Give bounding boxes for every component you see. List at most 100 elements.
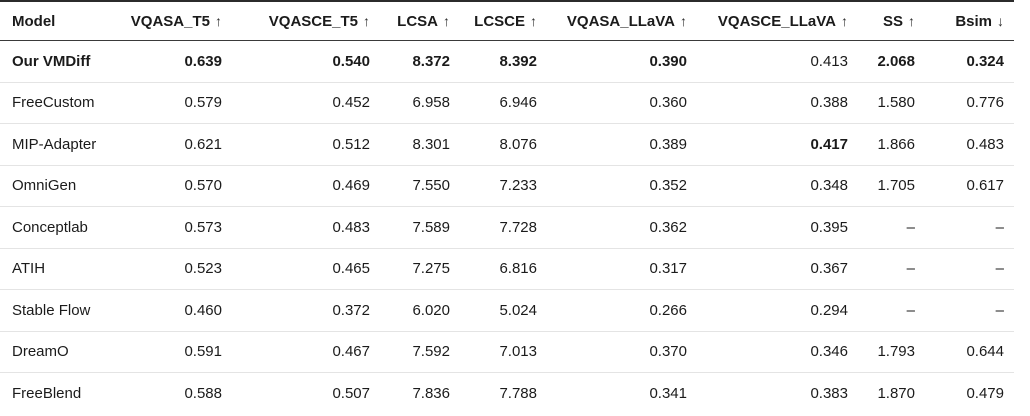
metric-cell-lcsce: 5.024 bbox=[460, 289, 547, 332]
arrow-down-icon: ↓ bbox=[997, 12, 1004, 29]
metric-cell-vqasa-llava: 0.266 bbox=[547, 289, 697, 332]
table-header: Model VQASA_T5 ↑ VQASCE_T5 ↑ LCSA ↑ LCSCE ↑ VQASA… bbox=[0, 0, 1014, 41]
column-header-ss: SS ↑ bbox=[858, 0, 925, 41]
column-label: VQASCE_LLaVA bbox=[717, 12, 836, 30]
column-label: LCSA bbox=[397, 12, 438, 30]
metric-cell-lcsce: 8.392 bbox=[460, 40, 547, 83]
results-table: Model VQASA_T5 ↑ VQASCE_T5 ↑ LCSA ↑ LCSCE ↑ VQASA… bbox=[0, 0, 1014, 414]
metric-cell-vqasce-llava: 0.367 bbox=[697, 248, 858, 290]
metric-cell-ss: 1.870 bbox=[877, 384, 915, 402]
metric-cell-vqasce-t5: 0.372 bbox=[232, 289, 380, 332]
column-header-lcsce: LCSCE ↑ bbox=[460, 0, 547, 41]
metric-cell-vqasce-llava: 0.383 bbox=[810, 384, 848, 402]
column-header-bsim: Bsim ↓ bbox=[925, 0, 1014, 41]
column-label: VQASA_LLaVA bbox=[566, 12, 675, 30]
arrow-up-icon: ↑ bbox=[841, 12, 848, 29]
metric-cell-vqasce-llava: 0.388 bbox=[697, 82, 858, 124]
metric-cell-lcsce: 8.076 bbox=[460, 123, 547, 166]
metric-cell-bsim: 0.479 bbox=[966, 384, 1004, 402]
metric-cell-bsim: 0.324 bbox=[925, 40, 1014, 83]
metric-cell-lcsa: 7.836 bbox=[412, 384, 450, 402]
metric-cell-lcsa: 6.020 bbox=[380, 289, 460, 332]
metric-cell-vqasce-t5: 0.469 bbox=[232, 165, 380, 207]
table-row: ATIH 0.523 0.465 7.275 6.816 0.317 0.367– – bbox=[0, 248, 1014, 290]
metric-cell-vqasce-llava: 0.395 bbox=[697, 206, 858, 249]
metric-cell-bsim: 0.644 bbox=[925, 331, 1014, 373]
model-name-cell: FreeBlend bbox=[12, 384, 82, 402]
table-row: MIP-Adapter 0.621 0.512 8.301 8.076 0.389 0.41… bbox=[0, 123, 1014, 166]
model-name-cell: Our VMDiff bbox=[0, 40, 130, 83]
metric-cell-vqasa-llava: 0.360 bbox=[547, 82, 697, 124]
metric-cell-vqasa-llava: 0.370 bbox=[547, 331, 697, 373]
metric-cell-lcsce: 7.728 bbox=[460, 206, 547, 249]
model-name-cell: ATIH bbox=[0, 248, 130, 290]
arrow-up-icon: ↑ bbox=[443, 12, 450, 29]
column-header-vqasa-llava: VQASA_LLaVA ↑ bbox=[547, 0, 697, 41]
metric-cell-ss: 1.580 bbox=[858, 82, 925, 124]
metric-cell-bsim: – bbox=[925, 248, 1014, 290]
metric-cell-vqasce-t5: 0.483 bbox=[232, 206, 380, 249]
metric-cell-vqasa-llava: 0.352 bbox=[547, 165, 697, 207]
metric-cell-vqasa-llava: 0.317 bbox=[547, 248, 697, 290]
column-label: VQASCE_T5 bbox=[268, 12, 358, 30]
arrow-up-icon: ↑ bbox=[680, 12, 687, 29]
metric-cell-bsim: 0.483 bbox=[925, 123, 1014, 166]
arrow-up-icon: ↑ bbox=[215, 12, 222, 29]
metric-cell-lcsa: 7.589 bbox=[380, 206, 460, 249]
table-row: FreeBlend 0.588 0.507 7.836 7.788 0.341 0.383 1… bbox=[0, 373, 1014, 414]
table-row: Stable Flow 0.460 0.372 6.020 5.024 0.266 0.29… bbox=[0, 289, 1014, 332]
table-row: Our VMDiff 0.639 0.540 8.372 8.392 0.390 0.413… bbox=[0, 40, 1014, 83]
metric-cell-vqasce-t5: 0.467 bbox=[232, 331, 380, 373]
metric-cell-lcsa: 6.958 bbox=[380, 82, 460, 124]
arrow-up-icon: ↑ bbox=[530, 12, 537, 29]
column-label: VQASA_T5 bbox=[130, 12, 210, 30]
metric-cell-lcsce: 6.816 bbox=[460, 248, 547, 290]
metric-cell-bsim: – bbox=[925, 206, 1014, 249]
metric-cell-vqasce-llava: 0.346 bbox=[697, 331, 858, 373]
table-row: FreeCustom 0.579 0.452 6.958 6.946 0.360 0.388… bbox=[0, 82, 1014, 124]
metric-cell-ss: 2.068 bbox=[858, 40, 925, 83]
metric-cell-ss: – bbox=[858, 289, 925, 332]
arrow-up-icon: ↑ bbox=[363, 12, 370, 29]
metric-cell-vqasce-llava: 0.413 bbox=[697, 40, 858, 83]
metric-cell-lcsce: 7.788 bbox=[499, 384, 537, 402]
metric-cell-vqasce-llava: 0.417 bbox=[697, 123, 858, 166]
metric-cell-vqasce-t5: 0.465 bbox=[232, 248, 380, 290]
model-name-cell: Conceptlab bbox=[0, 206, 130, 249]
metric-cell-bsim: 0.617 bbox=[925, 165, 1014, 207]
arrow-up-icon: ↑ bbox=[908, 12, 915, 29]
column-label: Bsim bbox=[955, 12, 992, 30]
model-name-cell: MIP-Adapter bbox=[0, 123, 130, 166]
metric-cell-ss: 1.705 bbox=[858, 165, 925, 207]
metric-cell-ss: – bbox=[858, 206, 925, 249]
table-body: Our VMDiff 0.639 0.540 8.372 8.392 0.390 0.413… bbox=[0, 40, 1014, 414]
metric-cell-vqasa-t5: 0.570 bbox=[130, 165, 232, 207]
metric-cell-vqasa-llava: 0.341 bbox=[649, 384, 687, 402]
metric-cell-lcsce: 7.233 bbox=[460, 165, 547, 207]
metric-cell-vqasa-llava: 0.390 bbox=[547, 40, 697, 83]
column-header-vqasce-llava: VQASCE_LLaVA ↑ bbox=[697, 0, 858, 41]
metric-cell-vqasa-t5: 0.460 bbox=[130, 289, 232, 332]
model-name-cell: OmniGen bbox=[0, 165, 130, 207]
metric-cell-ss: 1.866 bbox=[858, 123, 925, 166]
metric-cell-vqasce-llava: 0.348 bbox=[697, 165, 858, 207]
table-row: DreamO 0.591 0.467 7.592 7.013 0.370 0.346 1.79… bbox=[0, 331, 1014, 373]
metric-cell-vqasce-llava: 0.294 bbox=[697, 289, 858, 332]
metric-cell-vqasa-t5: 0.588 bbox=[184, 384, 222, 402]
metric-cell-vqasce-t5: 0.507 bbox=[332, 384, 370, 402]
metric-cell-vqasa-t5: 0.579 bbox=[130, 82, 232, 124]
metric-cell-vqasa-t5: 0.573 bbox=[130, 206, 232, 249]
column-header-lcsa: LCSA ↑ bbox=[380, 0, 460, 41]
metric-cell-ss: – bbox=[858, 248, 925, 290]
metric-cell-lcsa: 7.592 bbox=[380, 331, 460, 373]
metric-cell-lcsce: 6.946 bbox=[460, 82, 547, 124]
metric-cell-vqasa-t5: 0.621 bbox=[130, 123, 232, 166]
table-row: OmniGen 0.570 0.469 7.550 7.233 0.352 0.348 1.7… bbox=[0, 165, 1014, 207]
metric-cell-bsim: – bbox=[925, 289, 1014, 332]
model-name-cell: DreamO bbox=[0, 331, 130, 373]
header-row: Model VQASA_T5 ↑ VQASCE_T5 ↑ LCSA ↑ LCSCE ↑ VQASA… bbox=[0, 0, 1014, 41]
metric-cell-ss: 1.793 bbox=[858, 331, 925, 373]
column-label: LCSCE bbox=[474, 12, 525, 30]
metric-cell-lcsa: 8.372 bbox=[380, 40, 460, 83]
